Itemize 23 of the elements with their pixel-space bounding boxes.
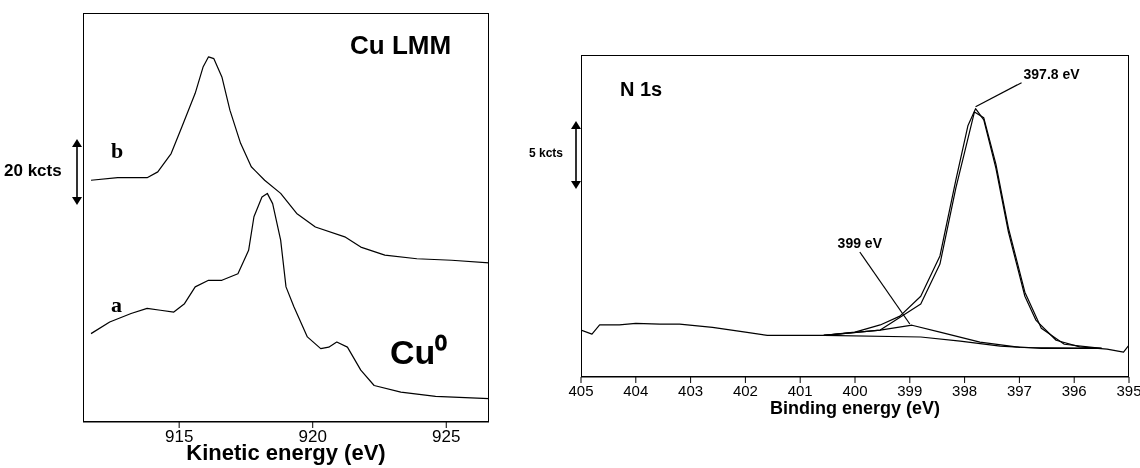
chart-title: Cu LMM [350, 30, 452, 61]
x-tick-label: 401 [787, 381, 813, 399]
x-tick-label: 397 [1006, 381, 1032, 399]
x-tick-label: 920 [298, 427, 327, 447]
x-tick-label: 398 [952, 381, 978, 399]
series-label: a [111, 291, 123, 317]
x-tick-label: 395 [1116, 381, 1140, 399]
annotation: Cu⁰ [390, 332, 448, 373]
x-axis-title: Binding energy (eV) [769, 398, 941, 419]
x-tick-label: 399 [897, 381, 923, 399]
annotation: 399 eV [837, 235, 883, 252]
text: 5 kcts [529, 146, 564, 160]
annotation: 397.8 eV [1023, 65, 1081, 82]
x-tick-label: 403 [678, 381, 704, 399]
x-tick-label: 400 [842, 381, 868, 399]
text: 20 kcts [4, 161, 62, 181]
x-tick-label: 402 [732, 381, 758, 399]
x-tick-label: 396 [1061, 381, 1087, 399]
x-tick-label: 405 [568, 381, 594, 399]
chart-title: N 1s [620, 78, 663, 101]
x-tick-label: 404 [623, 381, 649, 399]
x-tick-label: 925 [432, 427, 461, 447]
series-label: b [111, 138, 124, 164]
